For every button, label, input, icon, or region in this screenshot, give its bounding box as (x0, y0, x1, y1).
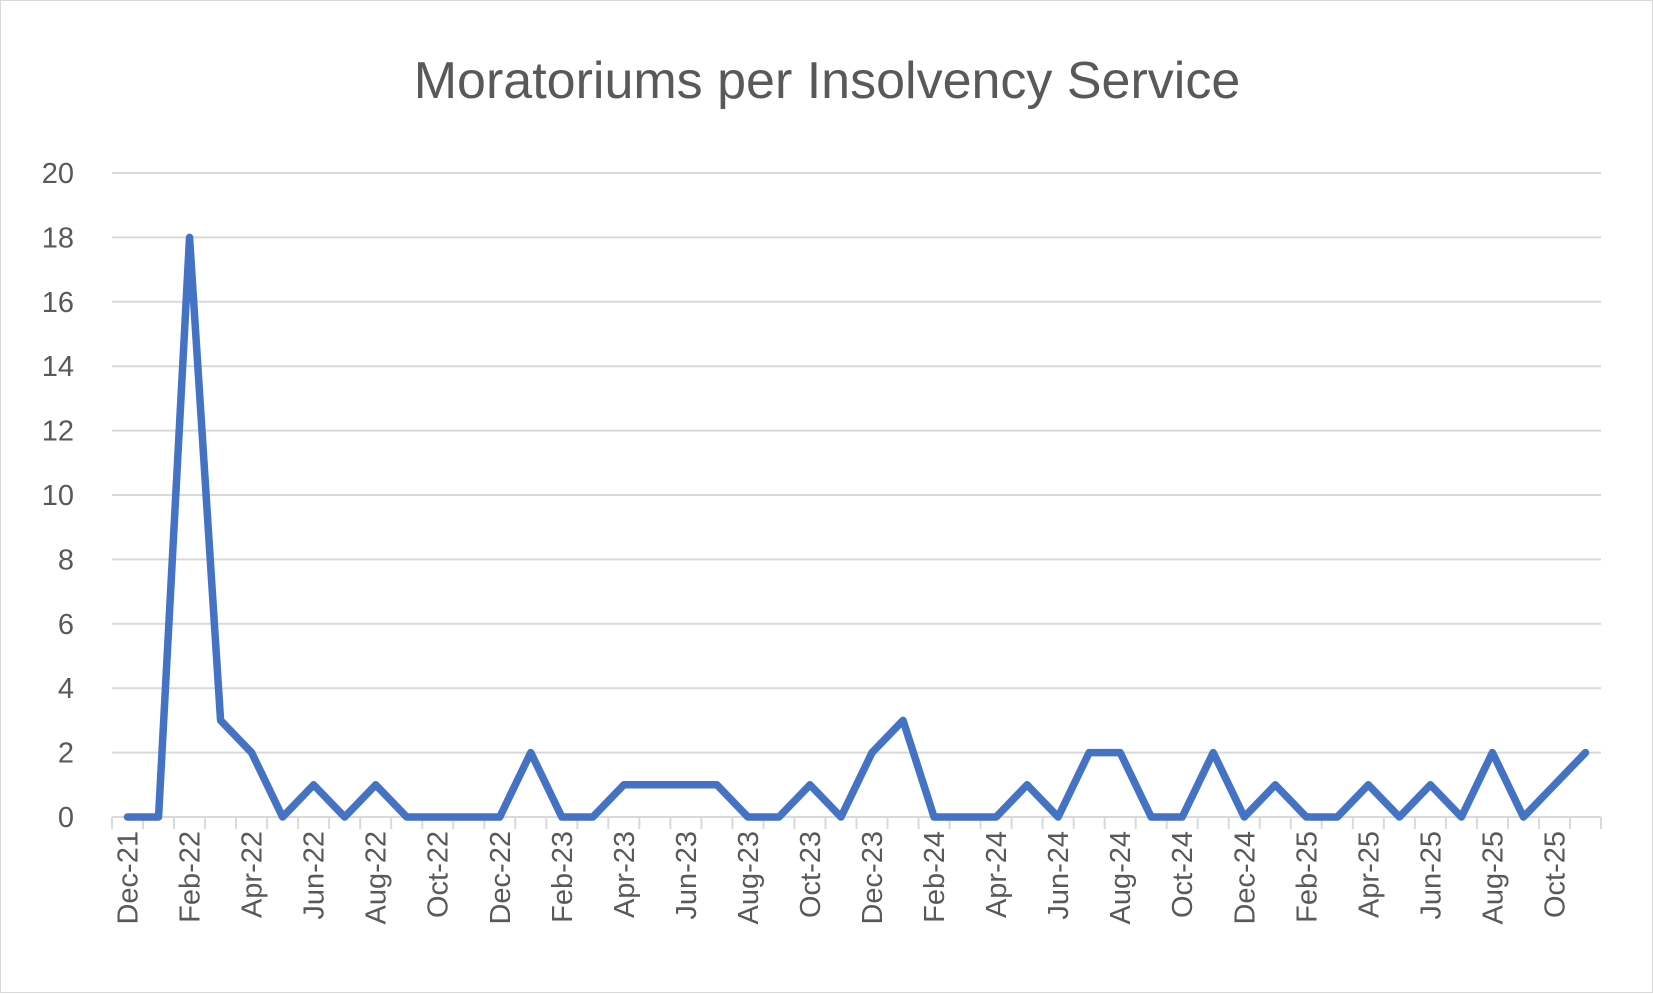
data-point (530, 752, 532, 754)
data-point (375, 784, 377, 786)
data-point (561, 816, 563, 818)
x-tick-label: Oct-25 (1539, 831, 1571, 918)
y-tick-label: 0 (58, 802, 74, 834)
data-point (1367, 784, 1369, 786)
x-tick-label: Dec-21 (113, 831, 145, 925)
x-tick-label: Aug-22 (361, 831, 393, 925)
data-point (251, 752, 253, 754)
x-tick-label: Feb-23 (547, 831, 579, 923)
x-tick-label: Oct-24 (1167, 831, 1199, 918)
y-tick-label: 14 (42, 351, 74, 383)
data-point (437, 816, 439, 818)
data-point (1305, 816, 1307, 818)
data-point (1429, 784, 1431, 786)
x-tick-label: Apr-22 (237, 831, 269, 918)
x-tick-label: Jun-23 (671, 831, 703, 920)
data-point (1181, 816, 1183, 818)
data-point (1584, 752, 1586, 754)
y-tick-label: 10 (42, 480, 74, 512)
data-point (592, 816, 594, 818)
data-point (158, 816, 160, 818)
data-point (809, 784, 811, 786)
data-point (1057, 816, 1059, 818)
x-tick-label: Jun-24 (1043, 831, 1075, 920)
data-point (189, 236, 191, 238)
data-point (871, 752, 873, 754)
data-point (1398, 816, 1400, 818)
data-point (1553, 784, 1555, 786)
x-tick-label: Dec-24 (1229, 831, 1261, 925)
data-point (282, 816, 284, 818)
data-point (1026, 784, 1028, 786)
data-point (1243, 816, 1245, 818)
x-tick-label: Jun-22 (299, 831, 331, 920)
x-tick-label: Feb-22 (175, 831, 207, 923)
x-tick-label: Feb-25 (1291, 831, 1323, 923)
data-point (716, 784, 718, 786)
data-point (1336, 816, 1338, 818)
x-tick-label: Aug-25 (1477, 831, 1509, 925)
data-point (313, 784, 315, 786)
data-point (1088, 752, 1090, 754)
data-point (127, 816, 129, 818)
data-point (1460, 816, 1462, 818)
data-point (840, 816, 842, 818)
data-point (654, 784, 656, 786)
y-tick-label: 16 (42, 287, 74, 319)
data-point (1150, 816, 1152, 818)
x-tick-label: Jun-25 (1415, 831, 1447, 920)
data-point (747, 816, 749, 818)
x-tick-label: Apr-23 (609, 831, 641, 918)
data-point (964, 816, 966, 818)
y-tick-label: 4 (58, 673, 74, 705)
data-point (1212, 752, 1214, 754)
data-point (1522, 816, 1524, 818)
data-point (499, 816, 501, 818)
data-point (220, 719, 222, 721)
data-point (1119, 752, 1121, 754)
x-tick-label: Dec-22 (485, 831, 517, 925)
data-point (902, 719, 904, 721)
x-tick-label: Feb-24 (919, 831, 951, 923)
data-point (778, 816, 780, 818)
data-point (1274, 784, 1276, 786)
x-tick-label: Oct-23 (795, 831, 827, 918)
data-point (344, 816, 346, 818)
series-line-moratoriums (123, 233, 1590, 821)
data-point (623, 784, 625, 786)
x-axis: Dec-21 Feb-22 Apr-22 Jun-22 Aug-22 Oct-22 Dec-… (111, 816, 1602, 925)
gridlines (112, 172, 1601, 754)
data-point (468, 816, 470, 818)
data-point (933, 816, 935, 818)
x-tick-label: Aug-23 (733, 831, 765, 925)
y-tick-label: 2 (58, 738, 74, 770)
data-point (685, 784, 687, 786)
data-point (1491, 752, 1493, 754)
x-tick-label: Dec-23 (857, 831, 889, 925)
x-tick-label: Aug-24 (1105, 831, 1137, 925)
chart-title: Moratoriums per Insolvency Service (414, 52, 1241, 110)
y-tick-label: 12 (42, 416, 74, 448)
data-point (406, 816, 408, 818)
x-tick-label: Apr-24 (981, 831, 1013, 918)
data-point (995, 816, 997, 818)
y-tick-label: 6 (58, 609, 74, 641)
y-tick-label: 20 (42, 158, 74, 190)
series-layer (123, 233, 1590, 821)
y-tick-label: 8 (58, 544, 74, 576)
y-tick-label: 18 (42, 222, 74, 254)
x-tick-label: Oct-22 (423, 831, 455, 918)
y-axis-ticks: 0 2 4 6 8 10 12 14 16 18 20 (42, 158, 74, 834)
x-tick-label: Apr-25 (1353, 831, 1385, 918)
